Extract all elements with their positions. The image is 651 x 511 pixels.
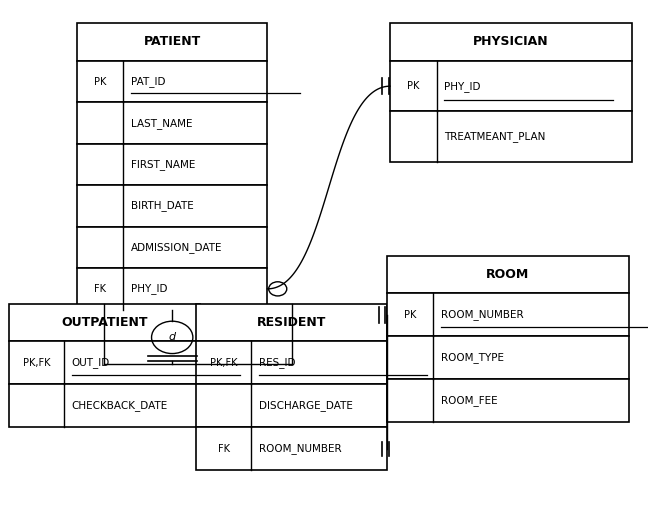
Text: PAT_ID: PAT_ID — [132, 76, 166, 87]
Bar — [77, 227, 268, 268]
Bar — [77, 185, 268, 227]
Text: PK,FK: PK,FK — [210, 358, 238, 368]
Text: PK: PK — [94, 77, 106, 87]
Text: DISCHARGE_DATE: DISCHARGE_DATE — [259, 401, 353, 411]
Bar — [77, 23, 268, 61]
Text: CHECKBACK_DATE: CHECKBACK_DATE — [72, 401, 168, 411]
Text: PK,FK: PK,FK — [23, 358, 50, 368]
Bar — [77, 102, 268, 144]
Bar — [387, 293, 629, 336]
Bar — [390, 23, 632, 61]
Bar — [197, 341, 387, 384]
Text: ROOM_NUMBER: ROOM_NUMBER — [441, 310, 523, 320]
Bar — [77, 144, 268, 185]
Text: PK: PK — [404, 310, 416, 320]
Bar — [387, 379, 629, 422]
Text: RESIDENT: RESIDENT — [257, 316, 326, 329]
Bar — [387, 256, 629, 293]
Bar — [9, 384, 200, 427]
Text: FK: FK — [218, 444, 230, 454]
Bar — [197, 304, 387, 341]
Text: PHY_ID: PHY_ID — [444, 81, 480, 91]
Bar — [197, 384, 387, 427]
Text: PHYSICIAN: PHYSICIAN — [473, 35, 549, 49]
Bar — [9, 304, 200, 341]
Text: ROOM: ROOM — [486, 268, 529, 281]
Text: LAST_NAME: LAST_NAME — [132, 118, 193, 129]
Text: PHY_ID: PHY_ID — [132, 284, 168, 294]
Text: ROOM_NUMBER: ROOM_NUMBER — [259, 444, 342, 454]
Text: RES_ID: RES_ID — [259, 358, 296, 368]
Bar — [390, 111, 632, 162]
Text: FK: FK — [94, 284, 106, 294]
Bar — [390, 61, 632, 111]
Text: ROOM_TYPE: ROOM_TYPE — [441, 353, 504, 363]
Text: ROOM_FEE: ROOM_FEE — [441, 396, 497, 406]
Text: d: d — [169, 332, 176, 342]
Text: ADMISSION_DATE: ADMISSION_DATE — [132, 242, 223, 253]
Bar — [387, 336, 629, 379]
Text: OUTPATIENT: OUTPATIENT — [61, 316, 148, 329]
Text: BIRTH_DATE: BIRTH_DATE — [132, 200, 194, 212]
Text: OUT_ID: OUT_ID — [72, 358, 110, 368]
Bar — [77, 268, 268, 310]
Text: PK: PK — [407, 81, 419, 91]
Text: PATIENT: PATIENT — [144, 35, 201, 49]
Bar — [9, 341, 200, 384]
Bar — [197, 427, 387, 470]
Bar — [77, 61, 268, 102]
Text: TREATMEANT_PLAN: TREATMEANT_PLAN — [444, 131, 546, 142]
Text: FIRST_NAME: FIRST_NAME — [132, 159, 195, 170]
